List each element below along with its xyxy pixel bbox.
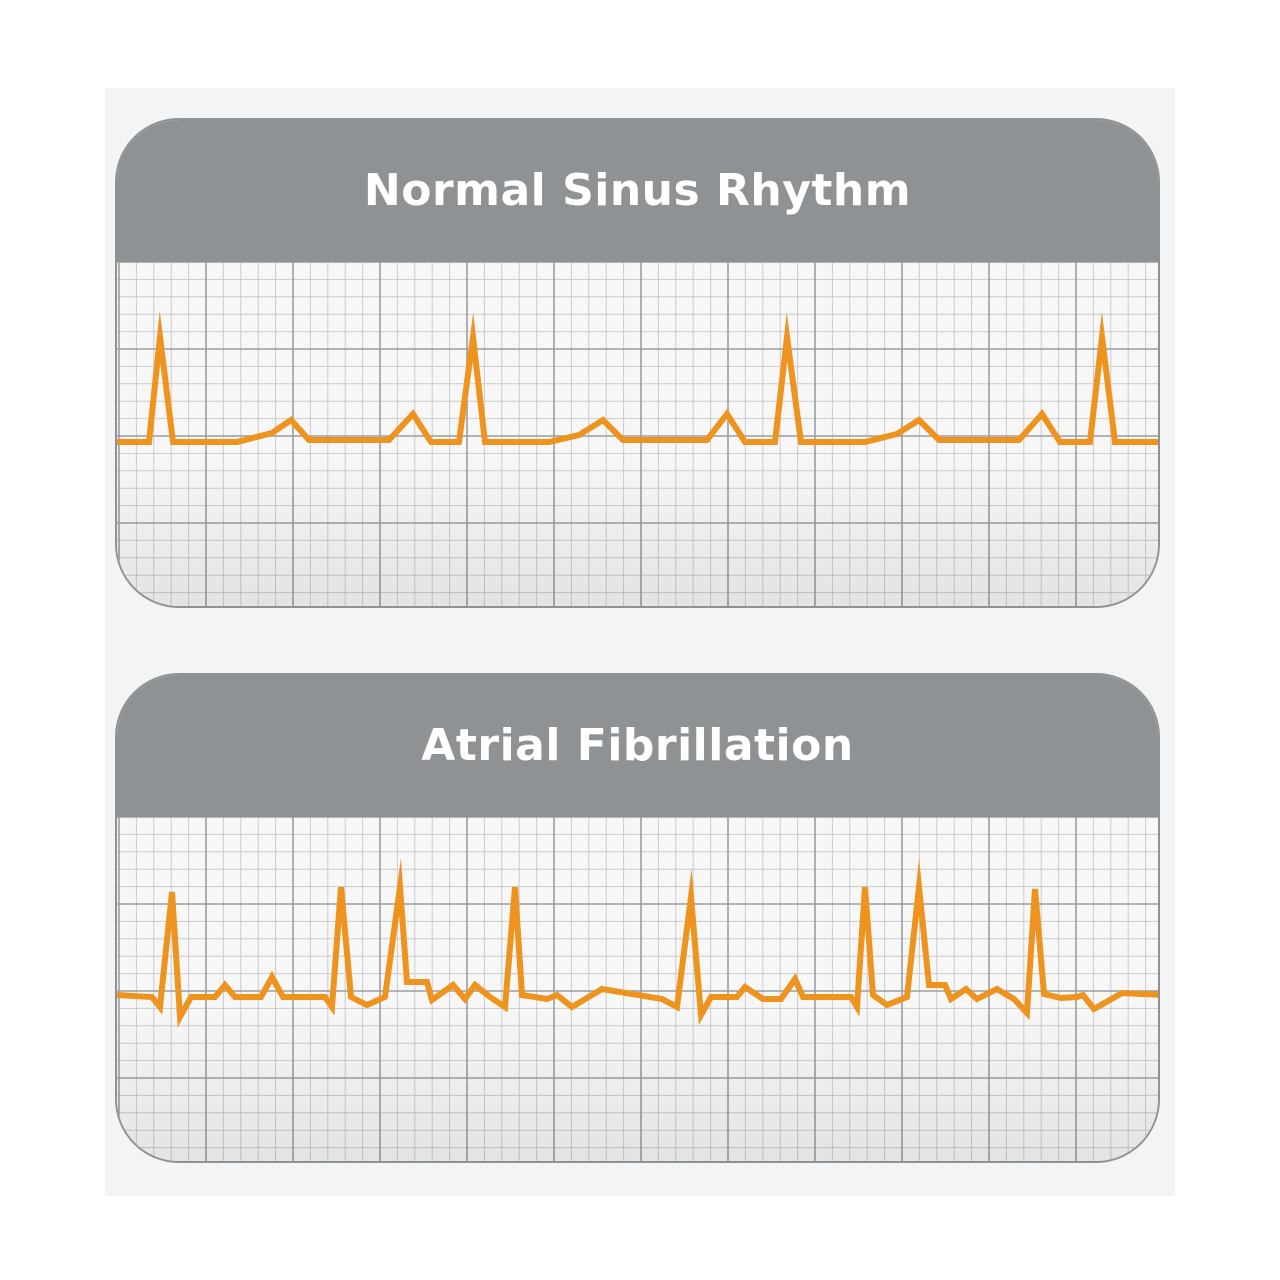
ecg-grid-paper [117,262,1160,608]
ecg-strip [117,817,1158,1163]
panel-header: Atrial Fibrillation [117,675,1158,817]
ecg-grid-paper [117,817,1160,1163]
normal-sinus-rhythm-panel: Normal Sinus Rhythm [115,118,1160,608]
ecg-strip [117,262,1158,608]
panel-title: Atrial Fibrillation [421,720,853,771]
panel-title: Normal Sinus Rhythm [364,165,911,216]
panel-header: Normal Sinus Rhythm [117,120,1158,262]
atrial-fibrillation-panel: Atrial Fibrillation [115,673,1160,1163]
